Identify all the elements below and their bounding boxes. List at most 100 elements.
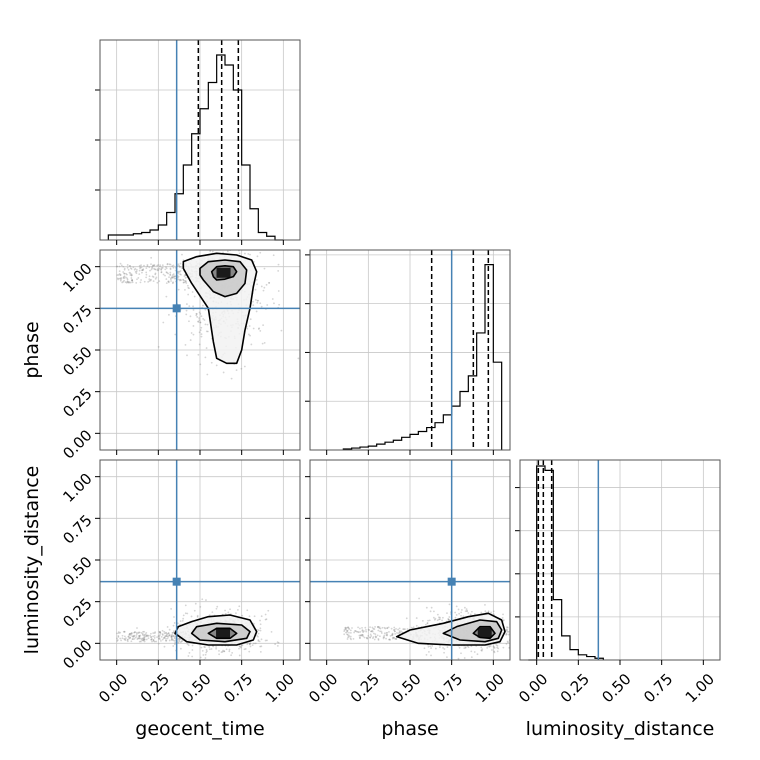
scatter-point bbox=[446, 646, 449, 649]
scatter-point bbox=[506, 626, 508, 629]
scatter-point bbox=[455, 605, 458, 608]
scatter-point bbox=[131, 279, 134, 282]
scatter-point bbox=[160, 271, 163, 273]
scatter-point bbox=[198, 317, 201, 319]
scatter-point bbox=[346, 638, 349, 640]
scatter-point bbox=[158, 267, 161, 270]
scatter-point bbox=[257, 635, 259, 638]
scatter-point bbox=[257, 299, 260, 302]
scatter-point bbox=[257, 639, 260, 641]
scatter-point bbox=[169, 634, 171, 636]
scatter-point bbox=[252, 300, 254, 303]
scatter-point bbox=[205, 330, 208, 333]
scatter-point bbox=[464, 646, 467, 649]
scatter-point bbox=[152, 280, 155, 283]
scatter-point bbox=[265, 283, 268, 286]
scatter-point bbox=[344, 626, 347, 629]
scatter-point bbox=[163, 645, 166, 648]
scatter-point bbox=[143, 280, 146, 283]
scatter-point bbox=[366, 637, 369, 639]
scatter-point bbox=[129, 632, 132, 635]
scatter-point bbox=[165, 639, 167, 642]
scatter-point bbox=[132, 635, 135, 638]
scatter-point bbox=[136, 638, 139, 641]
scatter-point bbox=[150, 635, 153, 638]
scatter-point bbox=[185, 309, 188, 312]
scatter-point bbox=[470, 656, 473, 659]
scatter-point bbox=[460, 614, 462, 617]
scatter-point bbox=[378, 626, 381, 629]
scatter-point bbox=[460, 652, 462, 655]
scatter-point bbox=[169, 263, 172, 266]
scatter-point bbox=[177, 278, 180, 281]
scatter-point bbox=[297, 357, 300, 360]
scatter-point bbox=[119, 631, 122, 634]
scatter-point bbox=[392, 636, 394, 639]
scatter-point bbox=[428, 619, 431, 622]
scatter-point bbox=[195, 314, 198, 317]
scatter-point bbox=[358, 636, 361, 639]
scatter-point bbox=[129, 274, 132, 276]
scatter-point bbox=[466, 610, 468, 612]
scatter-point bbox=[361, 630, 364, 632]
scatter-point bbox=[354, 629, 356, 632]
scatter-point bbox=[123, 272, 126, 275]
scatter-point bbox=[259, 645, 262, 648]
contour-outer bbox=[182, 252, 258, 365]
scatter-point bbox=[172, 631, 175, 634]
panel-hist-phase bbox=[305, 249, 511, 455]
scatter-point bbox=[377, 639, 380, 641]
scatter-point bbox=[119, 262, 122, 265]
scatter-point bbox=[203, 319, 206, 321]
scatter-point bbox=[155, 640, 158, 643]
scatter-point bbox=[150, 638, 153, 641]
scatter-point bbox=[415, 624, 418, 627]
scatter-point bbox=[202, 304, 204, 307]
scatter-point bbox=[488, 645, 491, 648]
scatter-point bbox=[172, 264, 175, 267]
scatter-point bbox=[141, 269, 144, 272]
scatter-point bbox=[165, 633, 168, 636]
scatter-point bbox=[165, 635, 168, 637]
scatter-point bbox=[134, 631, 137, 634]
scatter-point bbox=[171, 277, 174, 279]
scatter-point bbox=[343, 630, 346, 633]
scatter-point bbox=[142, 639, 145, 641]
scatter-point bbox=[380, 632, 383, 634]
scatter-point bbox=[129, 272, 132, 275]
scatter-point bbox=[145, 631, 148, 634]
scatter-point bbox=[370, 635, 373, 637]
scatter-point bbox=[350, 638, 352, 641]
scatter-point bbox=[119, 273, 122, 276]
scatter-point bbox=[191, 655, 194, 658]
scatter-point bbox=[171, 631, 174, 634]
scatter-point bbox=[179, 265, 181, 268]
scatter-point bbox=[253, 642, 255, 645]
scatter-point bbox=[465, 608, 468, 611]
scatter-point bbox=[174, 275, 177, 278]
scatter-point bbox=[277, 270, 280, 272]
scatter-point bbox=[506, 630, 509, 633]
scatter-point bbox=[182, 278, 184, 281]
scatter-point bbox=[224, 612, 227, 615]
scatter-point bbox=[220, 651, 223, 654]
scatter-point bbox=[172, 273, 175, 276]
scatter-point bbox=[126, 280, 129, 283]
scatter-point bbox=[152, 639, 155, 641]
scatter-point bbox=[347, 626, 350, 629]
scatter-point bbox=[373, 638, 376, 641]
scatter-point bbox=[153, 634, 156, 637]
scatter-point bbox=[126, 278, 129, 281]
scatter-point bbox=[276, 641, 279, 643]
scatter-point bbox=[128, 271, 131, 274]
scatter-point bbox=[391, 634, 394, 636]
scatter-point bbox=[182, 279, 185, 282]
scatter-point bbox=[343, 633, 346, 636]
scatter-point bbox=[426, 622, 429, 625]
scatter-point bbox=[173, 635, 176, 638]
scatter-point bbox=[201, 650, 204, 652]
scatter-point bbox=[177, 271, 179, 274]
scatter-point bbox=[173, 637, 176, 639]
scatter-point bbox=[365, 636, 368, 639]
scatter-point bbox=[159, 639, 162, 642]
